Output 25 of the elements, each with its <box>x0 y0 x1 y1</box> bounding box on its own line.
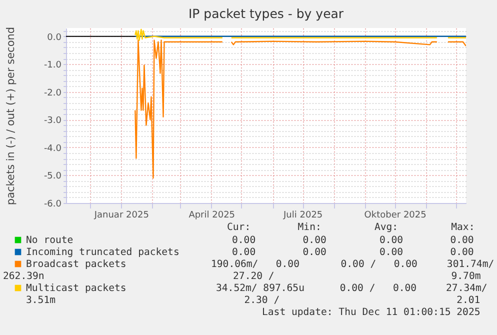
y-tick-label: -1.0 <box>44 60 62 71</box>
y-axis-title: packets in (-) / out (+) per second <box>4 26 17 206</box>
y-tick-label: -2.0 <box>44 88 62 98</box>
x-tick-label: Juli 2025 <box>282 210 323 220</box>
y-tick-label: -3.0 <box>44 116 62 126</box>
legend-label: No route <box>26 235 74 246</box>
text: 190.06m/ 0.00 0.00 / 0.00 301.74m/ <box>211 259 494 270</box>
text: 0.00 0.00 0.00 0.00 <box>232 247 474 258</box>
text: 3.51m 2.30 / 2.01 <box>26 295 480 306</box>
text: Last update: Thu Dec 11 01:00:15 2025 <box>262 307 480 318</box>
legend-label: Incoming truncated packets <box>26 247 180 258</box>
text: 34.52m/ 897.65u 0.00 / 0.00 27.34m/ <box>216 283 488 294</box>
y-tick-label: -6.0 <box>44 200 62 210</box>
chart-title: IP packet types - by year <box>188 6 344 21</box>
legend-label: Broadcast packets <box>26 259 126 270</box>
x-tick-label: April 2025 <box>188 210 236 220</box>
x-tick-label: Januar 2025 <box>93 210 149 220</box>
text: 262.39n 27.20 / 9.70m <box>3 271 481 282</box>
text: 0.00 0.00 0.00 0.00 <box>232 235 474 246</box>
legend-label: Multicast packets <box>26 283 126 294</box>
y-tick-label: -5.0 <box>44 172 62 182</box>
text: Cur: Min: Avg: Max: <box>227 222 475 233</box>
y-tick-label: 0.0 <box>47 32 62 43</box>
y-tick-label: -4.0 <box>44 144 62 154</box>
x-tick-label: Oktober 2025 <box>364 210 426 220</box>
